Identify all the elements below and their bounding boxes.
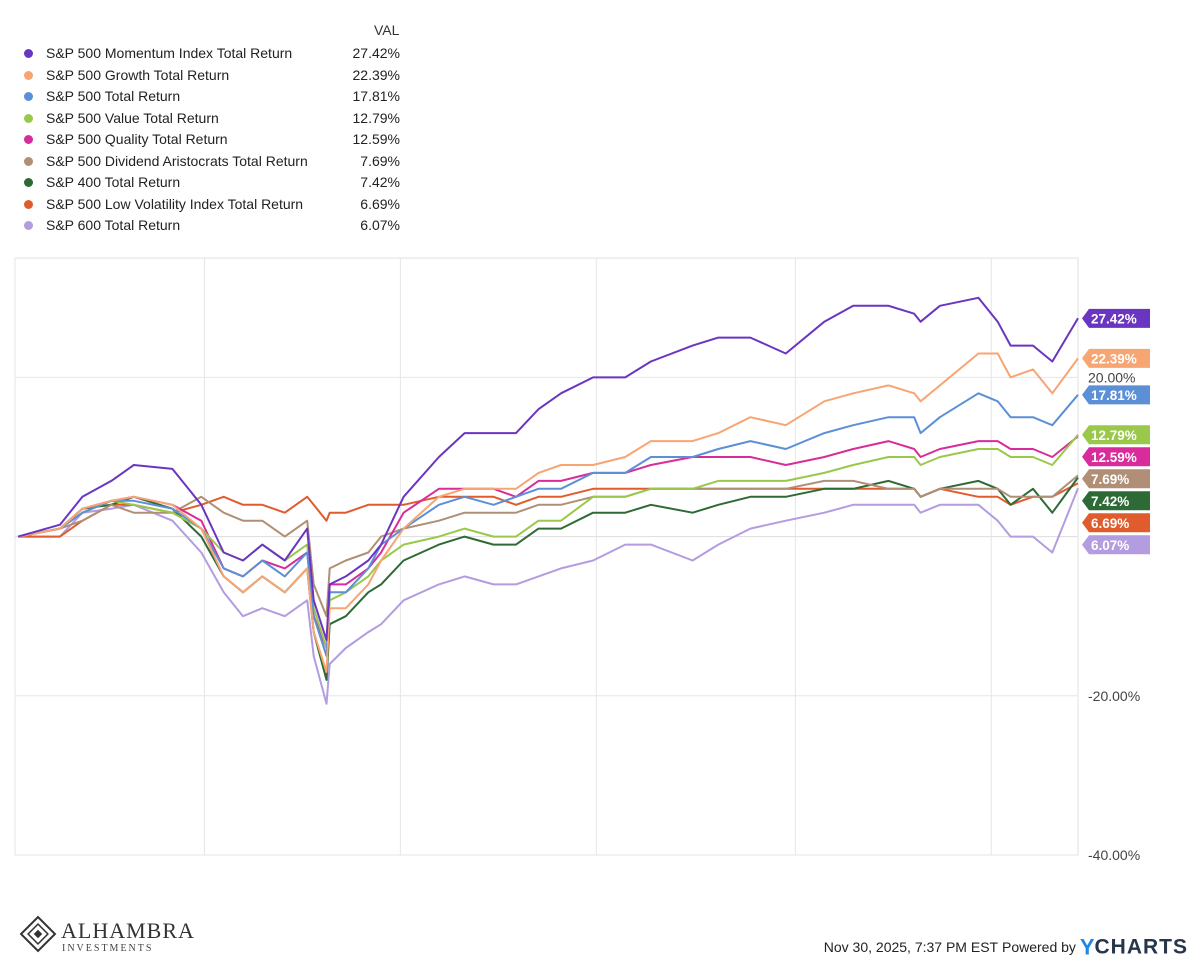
x-tick-label: Sep '25 <box>774 869 821 870</box>
plot-frame <box>14 257 1079 856</box>
end-value-label: 7.42% <box>1091 494 1129 509</box>
series-line[interactable] <box>18 435 1079 649</box>
alhambra-logo: ALHAMBRA INVESTMENTS <box>18 912 194 956</box>
end-value-label: 12.59% <box>1091 450 1137 465</box>
end-value-badge <box>1082 491 1150 511</box>
legend-color-dot-icon <box>24 221 33 230</box>
legend-series-name: S&P 500 Value Total Return <box>46 109 219 126</box>
legend-series-value: 7.42% <box>360 174 400 190</box>
axis-labels: Jan '25 Mar '25 May '25 Jul '25 Sep '25 Nov '… <box>0 369 1140 870</box>
end-value-badge <box>1082 513 1150 533</box>
legend-item[interactable]: S&P 500 Quality Total Return 12.59% <box>24 130 404 150</box>
legend-series-name: S&P 500 Dividend Aristocrats Total Retur… <box>46 152 308 169</box>
legend-color-dot-icon <box>24 178 33 187</box>
ycharts-y-glyph: Y <box>1079 934 1095 959</box>
legend-series-name: S&P 500 Total Return <box>46 88 181 104</box>
legend-series-name: S&P 500 Momentum Index Total Return <box>46 45 293 61</box>
end-value-badge <box>1082 535 1150 555</box>
logo-subtitle: INVESTMENTS <box>62 943 154 954</box>
footer-attribution: Nov 30, 2025, 7:37 PM EST Powered by YCH… <box>824 934 1188 960</box>
legend-color-dot-icon <box>24 156 33 166</box>
x-tick-label: Jul '25 <box>578 869 618 870</box>
legend-color-dot-icon <box>24 70 33 80</box>
chart-legend: VAL S&P 500 Momentum Index Total Return 2… <box>0 0 420 240</box>
legend-series-value: 6.07% <box>360 217 400 233</box>
y-tick-label: 20.00% <box>1088 369 1135 385</box>
end-value-label: 12.79% <box>1091 428 1137 443</box>
series-line[interactable] <box>18 487 1079 705</box>
legend-value-header: VAL <box>374 22 400 38</box>
timestamp: Nov 30, 2025, 7:37 PM EST <box>823 939 999 955</box>
end-value-badge <box>1082 348 1150 368</box>
series-line[interactable] <box>17 296 1079 642</box>
end-value-label: 6.69% <box>1091 516 1129 531</box>
series-line[interactable] <box>18 474 1079 618</box>
legend-series-name: S&P 600 Total Return <box>46 217 181 233</box>
series-line[interactable] <box>18 434 1079 649</box>
legend-color-dot-icon <box>24 92 33 101</box>
legend-item[interactable]: S&P 500 Total Return 17.81% <box>24 87 404 107</box>
legend-series-name: S&P 500 Low Volatility Index Total Retur… <box>46 195 304 212</box>
legend-series-value: 17.81% <box>352 88 400 104</box>
legend-item[interactable]: S&P 500 Growth Total Return 22.39% <box>24 66 404 86</box>
legend-series-value: 7.69% <box>360 152 400 169</box>
legend-color-dot-icon <box>24 199 33 209</box>
legend-series-value: 6.69% <box>360 195 400 212</box>
end-value-label: 22.39% <box>1091 351 1137 366</box>
series-line[interactable] <box>18 392 1079 657</box>
legend-item[interactable]: S&P 500 Low Volatility Index Total Retur… <box>24 195 404 215</box>
legend-series-value: 12.79% <box>352 109 400 126</box>
end-value-badge <box>1082 308 1150 328</box>
grid-layer <box>14 257 1079 856</box>
diamond-logo-icon <box>19 915 57 953</box>
legend-item[interactable]: S&P 400 Total Return 7.42% <box>24 173 404 193</box>
end-value-label: 17.81% <box>1091 388 1137 403</box>
end-value-badge <box>1082 425 1150 445</box>
legend-series-name: S&P 500 Growth Total Return <box>46 66 230 83</box>
legend-color-dot-icon <box>24 49 33 58</box>
series-layer <box>17 296 1079 705</box>
end-value-badge <box>1082 469 1150 489</box>
x-tick-label: Nov '25 <box>970 869 1017 870</box>
end-value-badge <box>1082 447 1150 467</box>
legend-series-value: 12.59% <box>352 131 400 147</box>
legend-series-name: S&P 500 Quality Total Return <box>46 131 228 147</box>
x-tick-label: May '25 <box>378 869 427 870</box>
legend-series-value: 22.39% <box>352 66 400 83</box>
legend-series-value: 27.42% <box>352 45 400 61</box>
ycharts-wordmark: CHARTS <box>1094 935 1188 958</box>
legend-item[interactable]: S&P 500 Momentum Index Total Return 27.42… <box>24 44 404 64</box>
logo-name: ALHAMBRA <box>61 918 195 943</box>
legend-series-name: S&P 400 Total Return <box>46 174 181 190</box>
legend-item[interactable]: S&P 600 Total Return 6.07% <box>24 216 404 236</box>
y-tick-label: -40.00% <box>1088 847 1140 863</box>
legend-item[interactable]: S&P 500 Value Total Return 12.79% <box>24 109 404 129</box>
end-value-label: 27.42% <box>1091 311 1137 326</box>
end-value-label: 6.07% <box>1091 538 1129 553</box>
x-tick-label: Jan '25 <box>0 869 40 870</box>
ycharts-logo-link[interactable]: YCHARTS <box>1080 934 1188 959</box>
series-line[interactable] <box>18 352 1079 673</box>
legend-color-dot-icon <box>24 113 33 123</box>
y-tick-label: -20.00% <box>1088 688 1140 704</box>
x-tick-label: Mar '25 <box>183 869 229 870</box>
legend-item[interactable]: S&P 500 Dividend Aristocrats Total Retur… <box>24 152 404 172</box>
end-value-badge <box>1082 385 1150 405</box>
end-value-label: 7.69% <box>1091 472 1129 487</box>
powered-by-text: Powered by <box>1001 939 1076 955</box>
line-chart: 27.42% 22.39% 17.81% 12.79% 12.59% 7.69% 7.42%… <box>0 257 1150 870</box>
legend-color-dot-icon <box>24 135 33 144</box>
end-value-badges: 27.42% 22.39% 17.81% 12.79% 12.59% 7.69% 7.42%… <box>1082 308 1150 555</box>
